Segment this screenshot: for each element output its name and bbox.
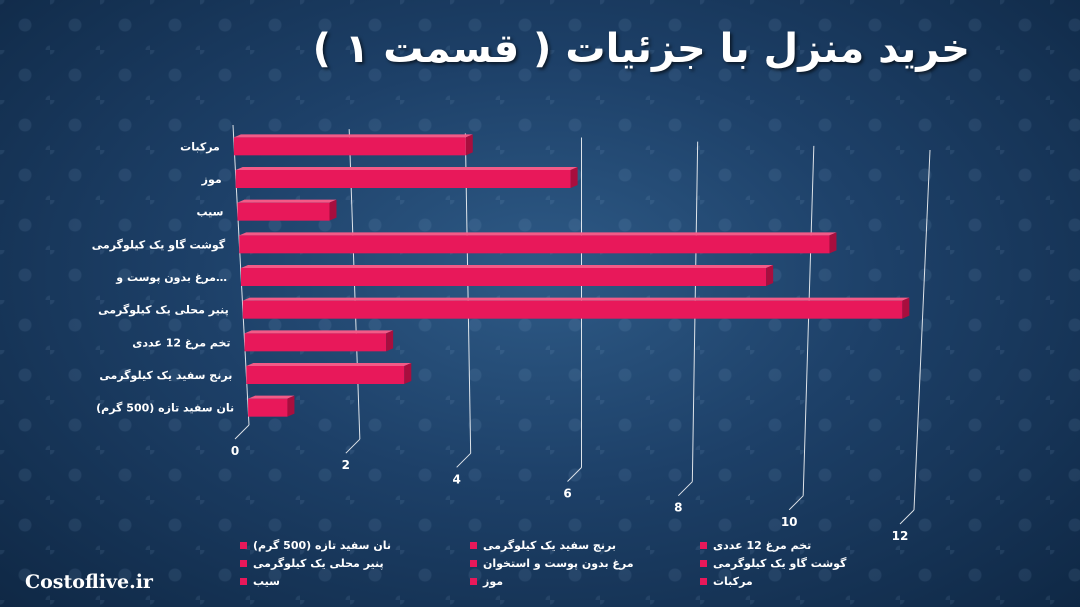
- bar: [246, 363, 412, 384]
- category-label: مرکبات: [180, 140, 220, 153]
- legend-item: گوشت گاو یک کیلوگرمی: [700, 556, 930, 570]
- bar-front: [244, 333, 387, 352]
- bar-front: [239, 235, 830, 254]
- legend-item: تخم مرغ 12 عددی: [700, 538, 930, 552]
- bar-side: [386, 330, 394, 352]
- bar-top: [239, 232, 837, 236]
- bar-front: [246, 366, 405, 384]
- legend-swatch: [240, 541, 247, 549]
- category-label: برنج سفید یک کیلوگرمی: [99, 369, 232, 382]
- bar-top: [246, 363, 412, 366]
- bar: [239, 232, 837, 254]
- bar: [241, 265, 774, 286]
- gridline-foot: [788, 495, 804, 511]
- x-tick-label: 12: [892, 529, 909, 543]
- legend-swatch: [470, 577, 477, 585]
- gridline-foot: [456, 452, 472, 468]
- legend-item: نان سفید تازه (500 گرم): [240, 538, 470, 552]
- gridline-foot: [567, 467, 582, 482]
- x-tick-label: 8: [674, 501, 682, 515]
- legend-label: پنیر محلی یک کیلوگرمی: [253, 556, 384, 570]
- chart-legend: نان سفید تازه (500 گرم) برنج سفید یک کیلو…: [240, 538, 930, 588]
- bar-side: [287, 395, 295, 417]
- x-tick-label: 2: [342, 458, 350, 472]
- legend-item: برنج سفید یک کیلوگرمی: [470, 538, 700, 552]
- x-tick-label: 4: [452, 472, 460, 486]
- bar-front: [241, 268, 767, 286]
- bar-side: [404, 363, 412, 384]
- gridline-foot: [899, 509, 915, 525]
- category-label: نان سفید تازه (500 گرم): [96, 402, 234, 415]
- x-tick-label: 0: [231, 444, 239, 458]
- bar-top: [241, 265, 774, 268]
- legend-label: تخم مرغ 12 عددی: [713, 538, 812, 552]
- bar: [244, 330, 394, 352]
- bar-front: [235, 170, 571, 188]
- legend-item: پنیر محلی یک کیلوگرمی: [240, 556, 470, 570]
- gridline-foot: [345, 438, 361, 454]
- legend-item: سیب: [240, 574, 470, 588]
- gridline-foot: [234, 424, 250, 440]
- x-tick-label: 6: [563, 487, 571, 501]
- legend-label: سیب: [253, 574, 280, 588]
- bar-top: [235, 167, 578, 170]
- bar-top: [244, 330, 394, 334]
- gridline: [913, 149, 931, 511]
- bar-side: [329, 199, 337, 221]
- bar-front: [233, 137, 466, 156]
- page-title: خرید منزل با جزئیات ( قسمت ۱ ): [312, 26, 970, 72]
- bar-top: [233, 134, 473, 138]
- legend-swatch: [700, 541, 707, 549]
- legend-swatch: [700, 559, 707, 567]
- legend-item: مرغ بدون پوست و استخوان: [470, 556, 700, 570]
- legend-label: مرکبات: [713, 574, 753, 588]
- bar: [242, 297, 910, 319]
- bar-front: [237, 202, 330, 221]
- legend-label: مرغ بدون پوست و استخوان: [483, 556, 634, 570]
- legend-label: نان سفید تازه (500 گرم): [253, 538, 391, 552]
- category-label: گوشت گاو یک کیلوگرمی: [92, 238, 226, 251]
- bar-top: [242, 297, 910, 301]
- bar-side: [766, 265, 774, 286]
- category-label: پنیر محلی یک کیلوگرمی: [98, 304, 229, 317]
- bar: [248, 395, 295, 417]
- site-watermark: Costoflive.ir: [25, 571, 153, 593]
- legend-swatch: [700, 577, 707, 585]
- category-label: مرغ بدون پوست و…: [115, 271, 227, 284]
- bar-side: [465, 134, 473, 156]
- bar: [237, 199, 337, 221]
- category-label: موز: [201, 173, 222, 186]
- bar-side: [570, 167, 578, 188]
- bar: [233, 134, 473, 156]
- bar-front: [248, 398, 288, 417]
- legend-label: موز: [483, 574, 504, 588]
- bar-top: [248, 395, 295, 399]
- legend-swatch: [240, 577, 247, 585]
- legend-item: موز: [470, 574, 700, 588]
- gridline-foot: [677, 481, 693, 497]
- legend-label: گوشت گاو یک کیلوگرمی: [713, 556, 847, 570]
- category-label: سیب: [196, 206, 223, 219]
- legend-swatch: [470, 559, 477, 567]
- bar: [235, 167, 578, 188]
- legend-label: برنج سفید یک کیلوگرمی: [483, 538, 616, 552]
- bar-side: [902, 297, 910, 319]
- gridline: [802, 145, 815, 496]
- bar-front: [242, 300, 903, 319]
- legend-swatch: [240, 559, 247, 567]
- legend-swatch: [470, 541, 477, 549]
- legend-item: مرکبات: [700, 574, 930, 588]
- category-label: تخم مرغ 12 عددی: [132, 336, 230, 349]
- bar-top: [237, 199, 337, 203]
- x-tick-label: 10: [781, 515, 798, 529]
- bar-side: [829, 232, 837, 254]
